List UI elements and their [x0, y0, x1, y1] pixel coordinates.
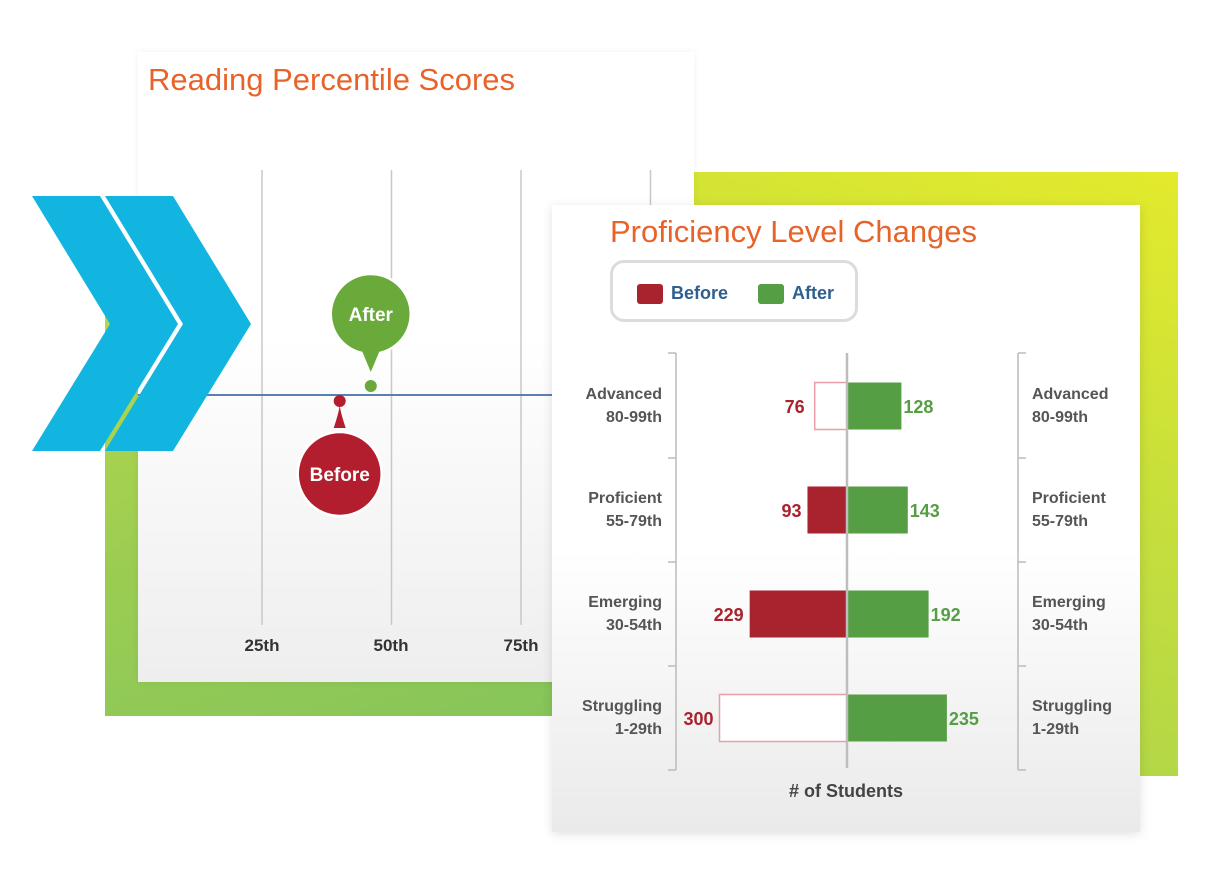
marker-after: After [329, 272, 413, 392]
level-name: Struggling [1032, 698, 1112, 715]
legend: Before After [610, 260, 858, 322]
value-label-before-3: 300 [683, 709, 713, 729]
level-label-left-0: Advanced 80-99th [552, 383, 662, 429]
level-name: Advanced [1032, 386, 1109, 403]
level-range: 80-99th [1032, 409, 1089, 426]
legend-swatch-after [758, 283, 784, 304]
level-range: 55-79th [1032, 513, 1089, 530]
bar-after-1 [847, 486, 908, 534]
level-label-left-1: Proficient 55-79th [552, 487, 662, 533]
bar-before-0 [813, 381, 848, 431]
marker-before-bubble [296, 430, 383, 518]
value-label-after-3: 235 [949, 709, 979, 729]
bar-after-3 [847, 694, 947, 742]
level-range: 1-29th [1032, 721, 1080, 738]
tick-label-25th: 25th [244, 636, 280, 655]
value-label-after-1: 143 [910, 501, 940, 521]
chevron-right-icon [105, 196, 251, 451]
marker-before-dot [333, 395, 346, 407]
value-label-after-0: 128 [903, 397, 933, 417]
right-bracket [1017, 352, 1026, 771]
legend-label-after: After [792, 283, 835, 303]
level-label-right-2: Emerging 30-54th [1032, 591, 1142, 637]
level-name: Emerging [588, 594, 662, 611]
level-range: 30-54th [1032, 617, 1089, 634]
tick-label-75th: 75th [503, 636, 539, 655]
left-bracket [668, 352, 677, 771]
legend-label-before: Before [671, 283, 729, 303]
bar-after-0 [847, 382, 902, 430]
level-label-left-3: Struggling 1-29th [552, 695, 662, 741]
level-name: Advanced [585, 386, 662, 403]
level-range: 80-99th [605, 409, 662, 426]
legend-item-after: After [758, 283, 834, 304]
value-label-after-2: 192 [931, 605, 961, 625]
reading-percentile-title: Reading Percentile Scores [148, 62, 516, 97]
chevron-left-icon [32, 196, 178, 451]
bar-after-2 [847, 590, 929, 638]
value-label-before-2: 229 [714, 605, 744, 625]
level-name: Proficient [588, 490, 662, 507]
proficiency-title: Proficiency Level Changes [610, 214, 978, 249]
bar-before-1 [807, 486, 847, 534]
marker-after-label: After [349, 305, 394, 326]
level-name: Emerging [1032, 594, 1106, 611]
level-label-left-2: Emerging 30-54th [552, 591, 662, 637]
marker-before: Before [296, 395, 383, 518]
level-label-right-0: Advanced 80-99th [1032, 383, 1142, 429]
marker-after-dot [364, 380, 377, 392]
chevron-arrows-icon [32, 196, 251, 451]
level-range: 30-54th [605, 617, 662, 634]
level-name: Struggling [582, 698, 662, 715]
marker-before-label: Before [310, 465, 370, 486]
level-name: Proficient [1032, 490, 1106, 507]
level-range: 55-79th [605, 513, 662, 530]
level-range: 1-29th [614, 721, 662, 738]
legend-swatch-before [637, 283, 663, 304]
bar-before-2 [749, 590, 847, 638]
x-axis-label: # of Students [788, 781, 903, 801]
tick-label-50th: 50th [373, 636, 409, 655]
level-label-right-3: Struggling 1-29th [1032, 695, 1142, 741]
level-label-right-1: Proficient 55-79th [1032, 487, 1142, 533]
legend-item-before: Before [637, 283, 728, 304]
value-label-before-1: 93 [781, 501, 801, 521]
bar-before-3 [718, 693, 848, 743]
value-label-before-0: 76 [785, 397, 805, 417]
